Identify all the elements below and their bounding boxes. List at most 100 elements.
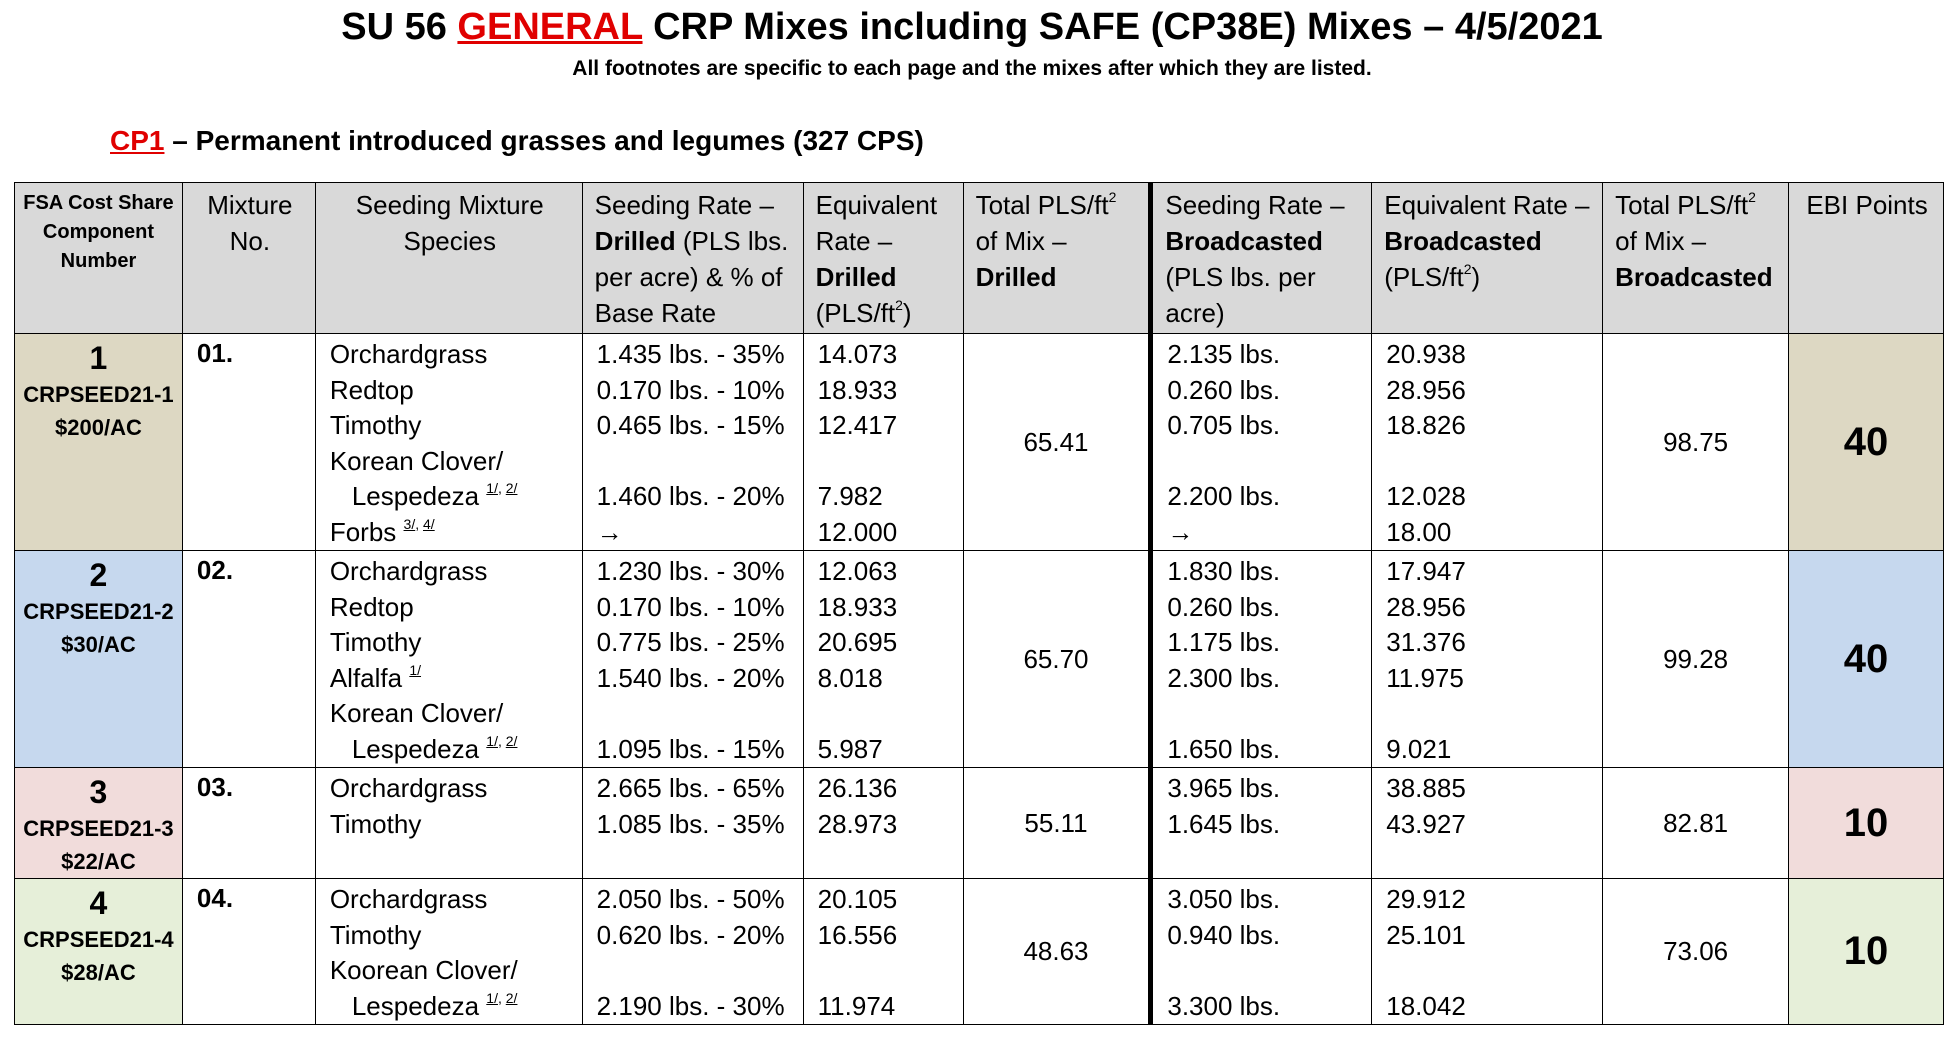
value-line: 12.063 <box>817 556 898 586</box>
species-name: Koorean Clover/ <box>329 955 518 985</box>
total-broadcast-cell: 98.75 <box>1602 333 1790 551</box>
equiv-drilled-cell-lines: 20.105 16.556 11.974 <box>804 879 963 1024</box>
species-item: Redtop <box>330 590 572 626</box>
species-item: Timothy <box>330 625 572 661</box>
component-id: CRPSEED21-2 <box>23 599 174 624</box>
drilled-rate-cell-lines: 2.050 lbs. - 50% 0.620 lbs. - 20% 2.190 l… <box>583 879 803 1024</box>
value-line: 0.260 lbs. <box>1167 591 1281 622</box>
header-drilled-rate: Seeding Rate – Drilled (PLS lbs. per acr… <box>581 182 804 334</box>
broadcast-rate-cell-lines: 3.050 lbs. 0.940 lbs. 3.300 lbs. <box>1153 879 1371 1024</box>
footnote-ref: 1/, 2/ <box>486 732 518 749</box>
value-line: 2.300 lbs. <box>1167 662 1281 693</box>
component-number: 1 <box>89 340 108 376</box>
equiv-drilled-cell: 20.105 16.556 11.974 <box>802 878 964 1025</box>
species-item: Orchardgrass <box>330 882 572 918</box>
drilled-rate-cell-lines: 1.230 lbs. - 30% 0.170 lbs. - 10% 0.775 lb… <box>583 551 803 767</box>
value-line: 38.885 <box>1386 773 1466 803</box>
title-prefix: SU 56 <box>341 6 458 48</box>
species-item: Orchardgrass <box>330 554 572 590</box>
value-line <box>1167 444 1361 480</box>
header-total-drilled: Total PLS/ft2 of Mix – Drilled <box>962 182 1152 334</box>
broadcast-rate-cell-lines: 3.965 lbs. 1.645 lbs. <box>1153 768 1371 842</box>
value-line: 26.136 <box>817 773 898 803</box>
mixture-number: 03. <box>181 767 316 879</box>
value-line: → <box>1167 516 1194 547</box>
value-line: 1.175 lbs. <box>1167 627 1281 657</box>
equiv-broadcast-cell-lines: 38.885 43.927 <box>1372 768 1602 842</box>
component-cost: $200/AC <box>55 415 142 440</box>
mixture-number: 02. <box>181 550 316 768</box>
mixture-number: 01. <box>181 333 316 551</box>
value-line: 1.085 lbs. - 35% <box>596 808 785 839</box>
component-cost: $22/AC <box>61 849 136 874</box>
header-equiv-drilled: Equivalent Rate – Drilled (PLS/ft2) <box>802 182 964 334</box>
value-line: 20.105 <box>817 884 898 914</box>
value-line: 1.540 lbs. - 20% <box>596 662 785 693</box>
value-line: 12.417 <box>817 410 898 440</box>
species-cell: Orchardgrass Redtop Timothy Alfalfa 1/Korea… <box>314 550 583 768</box>
species-name: Orchardgrass <box>329 773 488 803</box>
component-cell: 4 CRPSEED21-4 $28/AC <box>14 878 183 1025</box>
species-item: Lespedeza 1/, 2/ <box>330 989 572 1025</box>
page-title: SU 56 GENERAL CRP Mixes including SAFE (… <box>0 4 1944 50</box>
value-line: 1.650 lbs. <box>1167 733 1281 764</box>
equiv-broadcast-cell: 20.938 28.956 18.826 12.028 18.00 <box>1371 333 1604 551</box>
value-line: 18.933 <box>817 591 898 622</box>
species-name: Orchardgrass <box>329 556 488 586</box>
value-line <box>597 953 793 989</box>
species-item: Alfalfa 1/ <box>330 661 572 697</box>
value-line: 3.050 lbs. <box>1167 884 1281 914</box>
equiv-drilled-cell-lines: 26.136 28.973 <box>804 768 963 842</box>
value-line: 18.826 <box>1386 410 1466 440</box>
value-line: 12.000 <box>817 516 898 547</box>
species-lines: Orchardgrass Redtop Timothy Korean Clover/L… <box>316 334 582 550</box>
value-line: 18.00 <box>1386 516 1452 547</box>
species-cell: Orchardgrass Timothy <box>314 767 583 879</box>
broadcast-rate-cell-lines: 2.135 lbs. 0.260 lbs. 0.705 lbs. 2.200 lbs… <box>1153 334 1371 550</box>
total-broadcast-cell: 82.81 <box>1602 767 1790 879</box>
table-row: 3 CRPSEED21-3 $22/AC 03. Orchardgrass Timothy… <box>14 767 1944 879</box>
value-line: 9.021 <box>1386 733 1452 764</box>
species-name: Lespedeza <box>351 481 480 511</box>
footnote-ref: 3/, 4/ <box>403 515 435 532</box>
equiv-broadcast-cell-lines: 29.912 25.101 18.042 <box>1372 879 1602 1024</box>
section-code: CP1 <box>110 125 165 156</box>
drilled-rate-cell-lines: 2.665 lbs. - 65% 1.085 lbs. - 35% <box>583 768 803 842</box>
value-line: 1.460 lbs. - 20% <box>596 481 785 511</box>
value-line: 1.230 lbs. - 30% <box>596 556 785 586</box>
component-cell: 2 CRPSEED21-2 $30/AC <box>14 550 183 768</box>
value-line: 12.028 <box>1386 481 1466 511</box>
footnote-ref: 1/, 2/ <box>486 480 518 497</box>
species-lines: Orchardgrass Redtop Timothy Alfalfa 1/Korea… <box>316 551 582 767</box>
value-line: 17.947 <box>1386 556 1466 586</box>
species-cell: Orchardgrass Timothy Koorean Clover/Lesped… <box>314 878 583 1025</box>
value-line: 5.987 <box>817 733 883 764</box>
value-line: 0.620 lbs. - 20% <box>596 919 785 950</box>
broadcast-rate-cell: 1.830 lbs. 0.260 lbs. 1.175 lbs. 2.300 lbs.… <box>1148 550 1373 768</box>
table-row: 1 CRPSEED21-1 $200/AC 01. Orchardgrass Redtop… <box>14 333 1944 551</box>
ebi-points-cell: 10 <box>1788 767 1944 879</box>
table-row: 2 CRPSEED21-2 $30/AC 02. Orchardgrass Redtop T… <box>14 550 1944 768</box>
species-name: Orchardgrass <box>329 884 488 914</box>
broadcast-rate-cell: 3.050 lbs. 0.940 lbs. 3.300 lbs. <box>1148 878 1373 1025</box>
value-line <box>818 444 953 480</box>
footnote-ref: 1/, 2/ <box>486 989 518 1006</box>
value-line: 3.965 lbs. <box>1167 773 1281 803</box>
equiv-broadcast-cell-lines: 17.947 28.956 31.376 11.975 9.021 <box>1372 551 1602 767</box>
species-item: Timothy <box>330 408 572 444</box>
total-drilled-cell: 65.70 <box>962 550 1152 768</box>
broadcast-rate-cell: 3.965 lbs. 1.645 lbs. <box>1148 767 1373 879</box>
value-line: 28.973 <box>817 808 898 839</box>
component-id: CRPSEED21-4 <box>23 927 174 952</box>
page-subtitle: All footnotes are specific to each page … <box>572 57 1372 80</box>
header-ebi: EBI Points <box>1788 182 1944 334</box>
equiv-broadcast-cell-lines: 20.938 28.956 18.826 12.028 18.00 <box>1372 334 1602 550</box>
species-item: Forbs 3/, 4/ <box>330 515 572 551</box>
species-name: Forbs <box>329 516 397 547</box>
value-line: 18.933 <box>817 374 898 405</box>
equiv-drilled-cell-lines: 14.073 18.933 12.417 7.982 12.000 <box>804 334 963 550</box>
value-line: 2.665 lbs. - 65% <box>596 773 785 803</box>
total-drilled-cell: 65.41 <box>962 333 1152 551</box>
value-line: 2.050 lbs. - 50% <box>596 884 785 914</box>
value-line <box>1386 696 1592 732</box>
